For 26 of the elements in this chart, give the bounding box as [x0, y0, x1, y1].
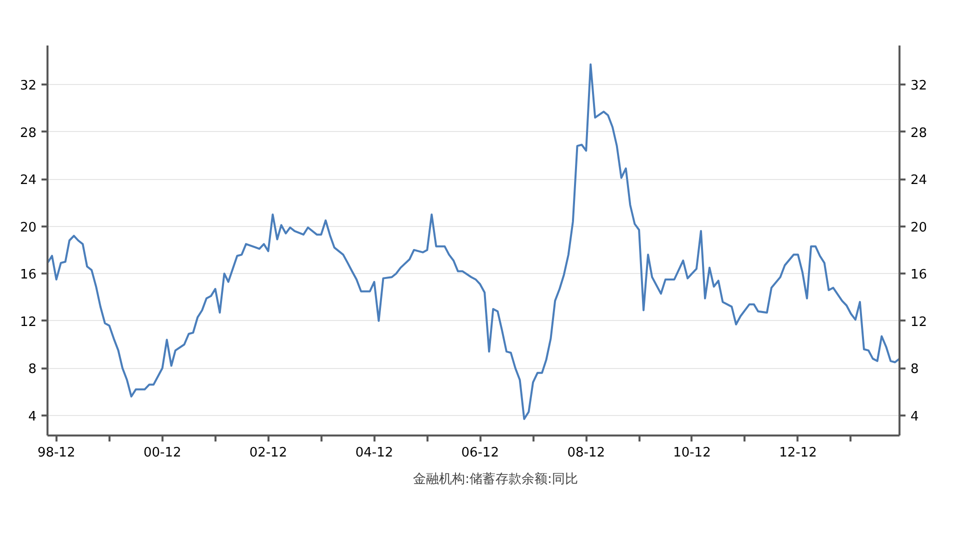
y-tick-label: 32: [20, 78, 37, 94]
y2-tick-label: 24: [910, 173, 928, 188]
y2-tick-label: 32: [910, 78, 928, 94]
x-tick-label: 12-12: [779, 446, 817, 460]
x-tick-label: 04-12: [355, 446, 394, 460]
x-tick-label: 08-12: [567, 446, 606, 460]
x-tick-label: 10-12: [673, 446, 711, 460]
y2-tick-label: 16: [910, 268, 928, 283]
line-series: [48, 63, 900, 420]
y-tick-label: 24: [20, 173, 37, 188]
y2-tick-label: 28: [910, 126, 928, 141]
text: 金融机构:储蓄存款余额:同比: [413, 471, 578, 488]
y-tick-label: 28: [20, 126, 37, 141]
y2-tick-label: 8: [910, 362, 919, 378]
y-tick-label: 12: [20, 314, 37, 330]
x-tick-label: 02-12: [249, 446, 288, 460]
y2-tick-label: 4: [910, 409, 919, 424]
x-tick-label: 00-12: [143, 446, 182, 460]
y-tick-label: 8: [28, 362, 37, 378]
y-tick-label: 20: [20, 220, 37, 236]
y-tick-label: 4: [28, 409, 37, 424]
y2-tick-label: 12: [910, 314, 928, 330]
x-tick-label: 98-12: [37, 446, 76, 460]
x-tick-label: 06-12: [461, 446, 499, 460]
y-tick-label: 16: [20, 268, 37, 283]
y2-tick-label: 20: [910, 220, 928, 236]
